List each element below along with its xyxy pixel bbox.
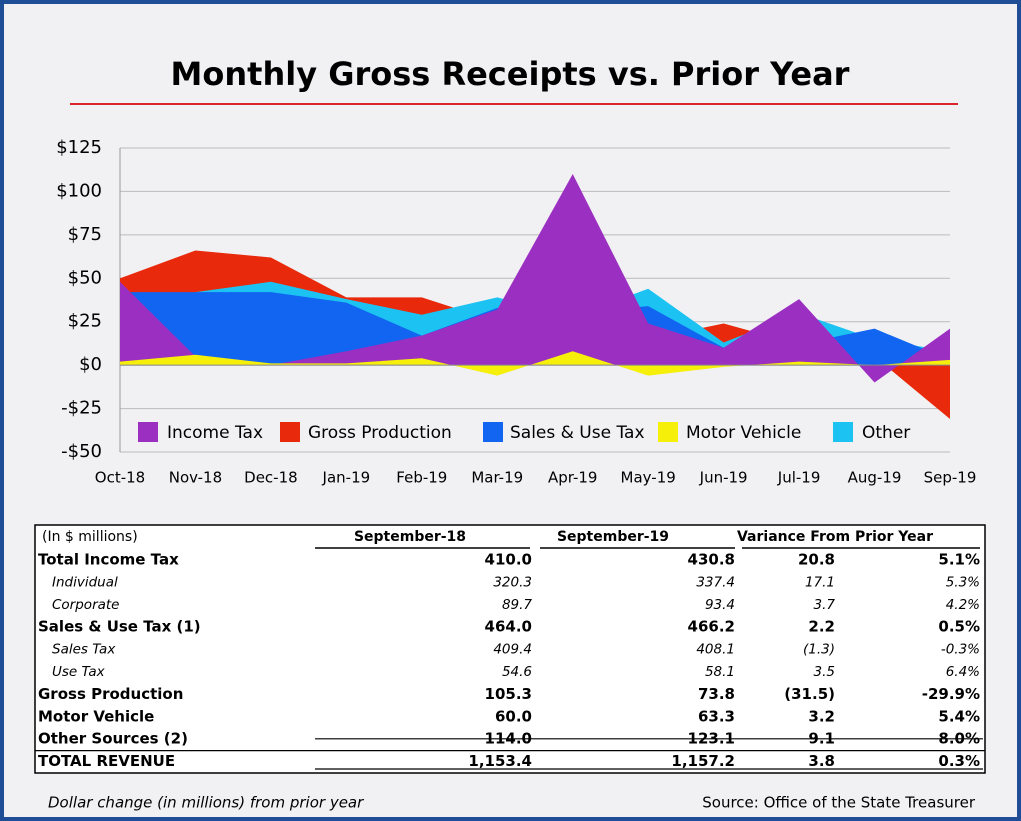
- footer-source: Source: Office of the State Treasurer: [702, 794, 976, 812]
- table-cell: (1.3): [803, 642, 835, 658]
- x-tick-label: Jul-19: [777, 469, 821, 487]
- table-cell: 1,157.2: [671, 752, 735, 770]
- chart-title: Monthly Gross Receipts vs. Prior Year: [171, 55, 850, 93]
- table-cell: Sales Tax: [52, 642, 116, 658]
- table-cell: 5.3%: [946, 574, 980, 590]
- table-cell: Individual: [52, 574, 118, 590]
- y-tick-label: $50: [68, 267, 102, 288]
- table-cell: 3.7: [814, 597, 836, 613]
- table-cell: 63.3: [698, 707, 735, 725]
- table-cell: 0.3%: [938, 752, 980, 770]
- table-cell: Motor Vehicle: [38, 707, 154, 725]
- x-tick-label: Apr-19: [548, 469, 598, 487]
- table-cell: 58.1: [705, 664, 735, 680]
- table-cell: 4.2%: [946, 597, 980, 613]
- legend-label: Income Tax: [167, 423, 263, 443]
- table-cell: 20.8: [798, 551, 835, 569]
- footer-note: Dollar change (in millions) from prior y…: [48, 794, 364, 812]
- x-tick-label: Jun-19: [699, 469, 748, 487]
- y-tick-label: $75: [68, 224, 102, 245]
- table-box: [34, 524, 986, 774]
- table-cell: 337.4: [696, 574, 735, 590]
- table-cell: 409.4: [493, 642, 532, 658]
- x-tick-label: Nov-18: [169, 469, 222, 487]
- table-cell: 320.3: [493, 574, 532, 590]
- legend-label: Other: [862, 423, 910, 443]
- table-cell: 89.7: [502, 597, 532, 613]
- area: [120, 174, 950, 383]
- table-cell: 60.0: [495, 707, 532, 725]
- table-cell: 3.2: [808, 707, 835, 725]
- table-cell: 408.1: [696, 642, 735, 658]
- y-tick-label: $25: [68, 311, 102, 332]
- table-cell: 3.8: [808, 752, 835, 770]
- table-cell: Total Income Tax: [38, 551, 179, 569]
- table-cell: 93.4: [705, 597, 735, 613]
- table-cell: TOTAL REVENUE: [38, 752, 175, 770]
- x-tick-label: Aug-19: [848, 469, 902, 487]
- table-cell: 466.2: [688, 618, 735, 636]
- table-cell: Gross Production: [38, 685, 183, 703]
- table-header: September-19: [557, 529, 669, 545]
- legend-swatch: [483, 422, 503, 442]
- table-header: September-18: [354, 529, 466, 545]
- legend-swatch: [280, 422, 300, 442]
- legend-swatch: [833, 422, 853, 442]
- x-tick-label: Dec-18: [244, 469, 298, 487]
- x-tick-label: Mar-19: [471, 469, 523, 487]
- table-cell: Other Sources (2): [38, 730, 188, 748]
- table-cell: 430.8: [688, 551, 735, 569]
- legend-swatch: [658, 422, 678, 442]
- y-tick-label: -$25: [61, 398, 102, 419]
- area: [120, 351, 950, 376]
- table-cell: 5.1%: [938, 551, 980, 569]
- table-cell: (31.5): [784, 685, 835, 703]
- table-cell: 1,153.4: [468, 752, 532, 770]
- table-cell: 6.4%: [946, 664, 980, 680]
- table-cell: 2.2: [808, 618, 835, 636]
- table-cell: 464.0: [485, 618, 532, 636]
- table-cell: 5.4%: [938, 707, 980, 725]
- legend-swatch: [138, 422, 158, 442]
- table-header: (In $ millions): [42, 529, 138, 545]
- table-cell: -0.3%: [941, 642, 980, 658]
- legend-label: Sales & Use Tax: [510, 423, 645, 443]
- x-tick-label: May-19: [621, 469, 676, 487]
- y-tick-label: $100: [56, 180, 102, 201]
- table-cell: 410.0: [485, 551, 532, 569]
- y-tick-label: $0: [79, 354, 102, 375]
- legend-label: Gross Production: [308, 423, 452, 443]
- legend-label: Motor Vehicle: [686, 423, 801, 443]
- x-tick-label: Oct-18: [95, 469, 145, 487]
- table-cell: Corporate: [52, 597, 120, 613]
- table-header: Variance From Prior Year: [737, 529, 933, 545]
- table-cell: 105.3: [485, 685, 532, 703]
- table-cell: 54.6: [502, 664, 532, 680]
- y-tick-label: -$50: [61, 441, 102, 462]
- table-cell: 3.5: [814, 664, 835, 680]
- table-cell: Use Tax: [52, 664, 106, 680]
- table-cell: 0.5%: [938, 618, 980, 636]
- table-cell: 73.8: [698, 685, 735, 703]
- table-cell: Sales & Use Tax (1): [38, 618, 201, 636]
- x-tick-label: Feb-19: [396, 469, 447, 487]
- table-cell: 17.1: [805, 574, 835, 590]
- x-tick-label: Sep-19: [924, 469, 977, 487]
- y-tick-label: $125: [56, 137, 102, 158]
- table-cell: -29.9%: [922, 685, 980, 703]
- x-tick-label: Jan-19: [322, 469, 371, 487]
